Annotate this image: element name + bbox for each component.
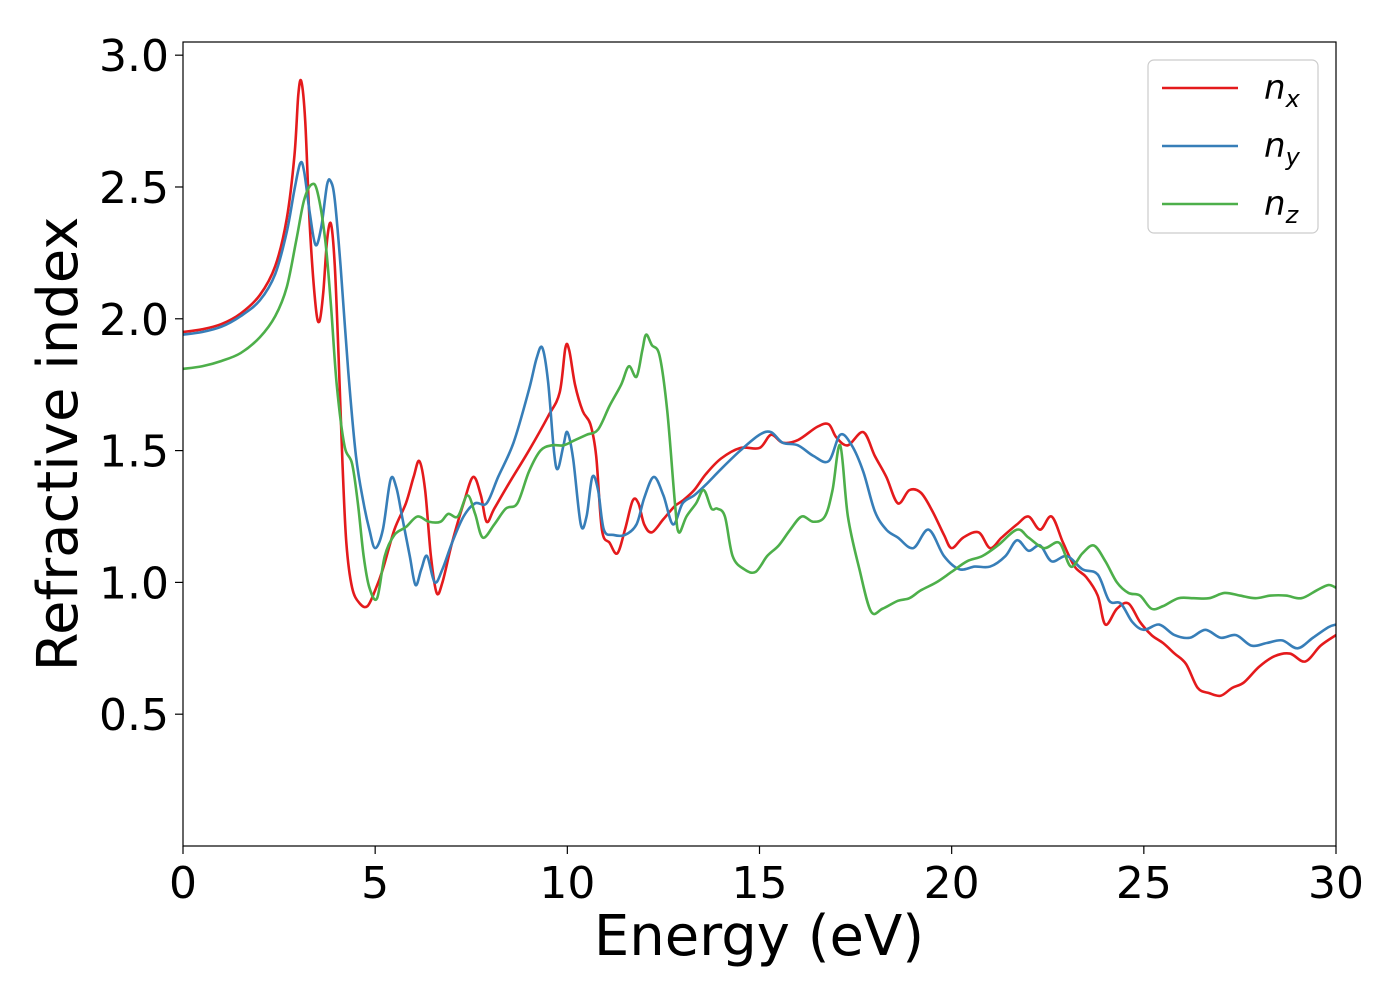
legend-label-main: n — [1264, 68, 1286, 108]
y-axis-label: Refractive index — [26, 217, 91, 672]
x-axis-label: Energy (eV) — [594, 904, 924, 969]
y-tick-label: 0.5 — [99, 690, 169, 741]
legend-label-subscript: z — [1285, 201, 1300, 229]
legend-label-main: n — [1264, 126, 1286, 166]
legend-label-ny: ny — [1264, 126, 1301, 171]
x-tick-label: 5 — [361, 858, 389, 909]
series-line-nz — [183, 182, 1336, 616]
y-tick-label: 2.0 — [99, 295, 169, 346]
x-tick-label: 0 — [169, 858, 197, 909]
legend-label-main: n — [1264, 184, 1286, 224]
legend-label-nz: nz — [1264, 184, 1300, 229]
x-tick-label: 30 — [1308, 858, 1364, 909]
x-tick-label: 10 — [539, 858, 595, 909]
y-tick-label: 1.5 — [99, 427, 169, 478]
legend-label-nx: nx — [1264, 68, 1301, 113]
x-tick-label: 15 — [732, 858, 788, 909]
y-tick-label: 1.0 — [99, 558, 169, 609]
x-tick-label: 20 — [924, 858, 980, 909]
y-tick-label: 2.5 — [99, 163, 169, 214]
plot-background — [183, 42, 1336, 846]
series-layer — [183, 78, 1336, 698]
series-line-ny — [183, 160, 1336, 650]
y-tick-label: 3.0 — [99, 31, 169, 82]
legend-label-subscript: x — [1285, 85, 1301, 113]
x-axis-ticks: 0 5 10 15 20 25 30 — [169, 846, 1364, 909]
y-axis-ticks: 0.5 1.0 1.5 2.0 2.5 3.0 — [99, 31, 183, 741]
legend-label-subscript: y — [1285, 143, 1301, 171]
x-tick-label: 25 — [1116, 858, 1172, 909]
